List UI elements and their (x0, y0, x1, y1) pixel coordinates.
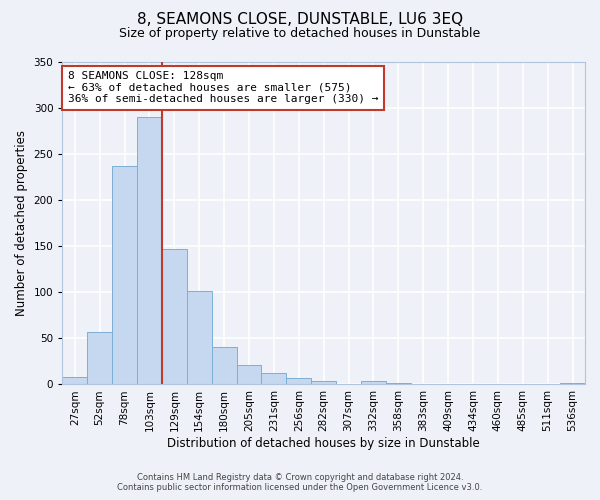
Bar (560, 382, 585, 384)
Bar (361, 381, 386, 384)
Bar (162, 249, 187, 384)
Bar (187, 292, 212, 384)
Bar (112, 166, 137, 384)
Bar (286, 378, 311, 384)
Text: 8 SEAMONS CLOSE: 128sqm
← 63% of detached houses are smaller (575)
36% of semi-d: 8 SEAMONS CLOSE: 128sqm ← 63% of detache… (68, 71, 378, 104)
Bar (236, 365, 262, 384)
Bar (311, 381, 336, 384)
Bar (137, 117, 162, 384)
Bar (87, 332, 112, 384)
Text: Contains HM Land Registry data © Crown copyright and database right 2024.
Contai: Contains HM Land Registry data © Crown c… (118, 473, 482, 492)
Bar (62, 377, 87, 384)
Bar (262, 374, 286, 384)
Text: Size of property relative to detached houses in Dunstable: Size of property relative to detached ho… (119, 28, 481, 40)
Text: 8, SEAMONS CLOSE, DUNSTABLE, LU6 3EQ: 8, SEAMONS CLOSE, DUNSTABLE, LU6 3EQ (137, 12, 463, 28)
Bar (212, 346, 236, 385)
Y-axis label: Number of detached properties: Number of detached properties (15, 130, 28, 316)
X-axis label: Distribution of detached houses by size in Dunstable: Distribution of detached houses by size … (167, 437, 480, 450)
Bar (386, 382, 411, 384)
